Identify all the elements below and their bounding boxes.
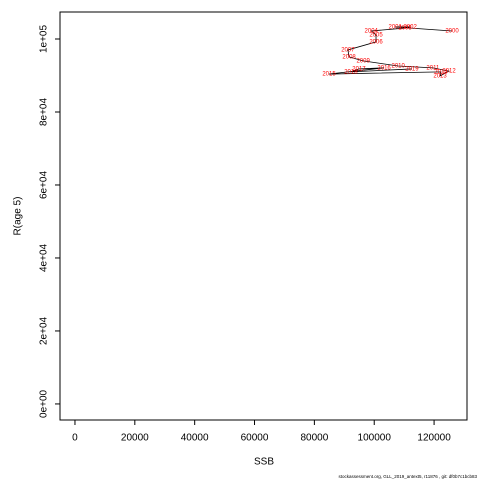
x-tick-label: 100000 — [358, 433, 392, 444]
y-axis-label: R(age 5) — [13, 197, 24, 236]
x-tick-label: 40000 — [181, 433, 209, 444]
x-tick-label: 20000 — [121, 433, 149, 444]
y-tick-label: 2e+04 — [39, 316, 50, 345]
year-label: 2016 — [377, 65, 391, 71]
x-axis-label: SSB — [254, 457, 274, 468]
trajectory-line — [328, 26, 453, 77]
year-label: 2011 — [426, 65, 440, 71]
year-label: 2001 — [388, 25, 402, 31]
year-label: 2003 — [398, 26, 412, 32]
year-label: 2005 — [369, 33, 383, 39]
x-tick-label: 120000 — [417, 433, 451, 444]
year-label: 2008 — [342, 54, 356, 60]
year-label: 2013 — [433, 73, 447, 79]
plot-frame — [59, 11, 468, 421]
year-label: 2004 — [365, 29, 379, 35]
year-label: 2018 — [344, 69, 358, 75]
year-label: 2010 — [391, 64, 405, 70]
x-tick-label: 60000 — [241, 433, 269, 444]
y-tick-label: 0e+00 — [39, 389, 50, 418]
footer: stockassessment.org, GLL_2019_antext5, r… — [338, 474, 477, 479]
year-label: 2017 — [352, 67, 366, 73]
y-tick-label: 6e+04 — [39, 171, 50, 200]
y-tick-label: 1e+05 — [39, 25, 50, 54]
year-label: 2012 — [442, 69, 456, 75]
y-tick-label: 4e+04 — [39, 243, 50, 272]
year-label: 2002 — [403, 25, 417, 31]
year-label: 2007 — [341, 48, 355, 54]
x-tick-label: 0 — [72, 433, 78, 444]
year-label: 2019 — [405, 67, 419, 73]
year-label: 2014 — [434, 69, 448, 75]
x-tick-label: 80000 — [300, 433, 328, 444]
year-label: 2006 — [369, 40, 383, 46]
year-label: 2015 — [322, 72, 336, 78]
year-label: 2009 — [356, 58, 370, 64]
y-tick-label: 8e+04 — [39, 98, 50, 127]
year-label: 2000 — [445, 29, 459, 35]
